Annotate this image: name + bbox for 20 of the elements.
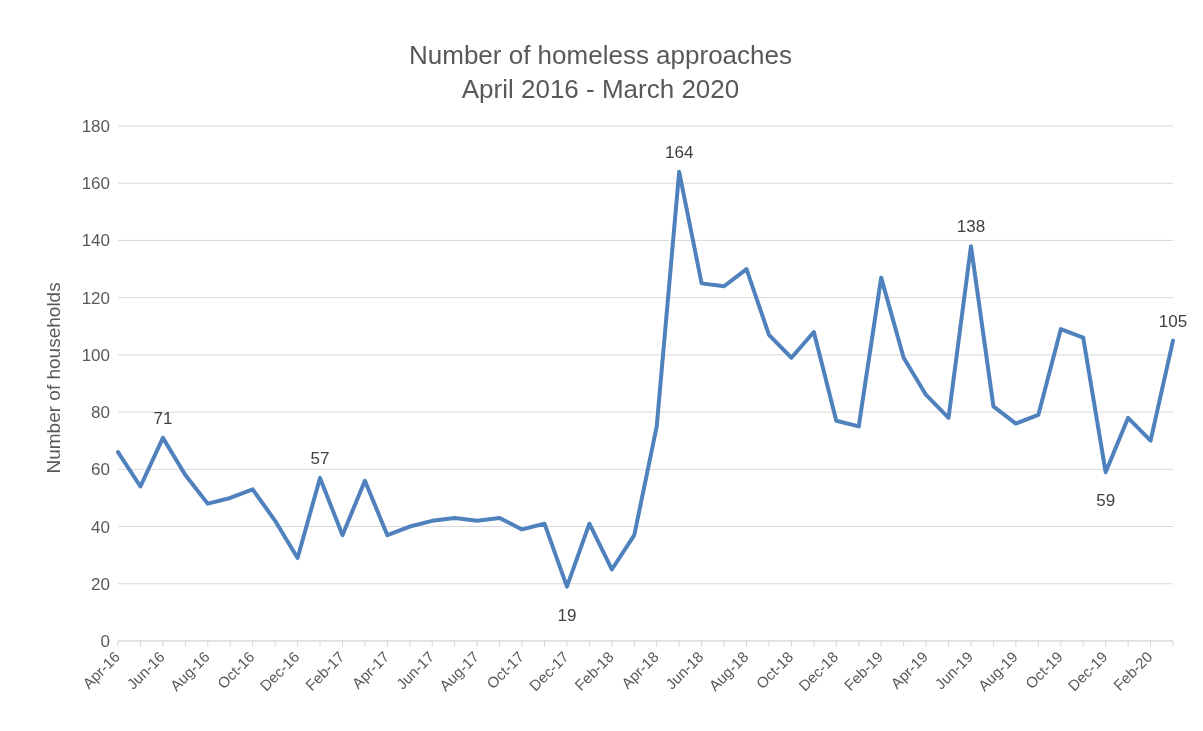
y-tick-label: 120 bbox=[81, 288, 110, 308]
y-tick-label: 20 bbox=[91, 574, 110, 594]
chart-subtitle: April 2016 - March 2020 bbox=[460, 73, 741, 106]
data-label: 19 bbox=[557, 605, 577, 625]
y-tick-label: 180 bbox=[81, 117, 110, 137]
y-tick-label: 140 bbox=[81, 231, 110, 251]
data-label: 57 bbox=[310, 448, 330, 468]
y-axis-title: Number of households bbox=[42, 282, 64, 474]
y-tick-label: 80 bbox=[91, 403, 110, 423]
y-tick-label: 40 bbox=[91, 517, 110, 537]
data-label: 71 bbox=[153, 408, 173, 428]
y-tick-label: 160 bbox=[81, 174, 110, 194]
y-tick-label: 100 bbox=[81, 345, 110, 365]
data-label: 138 bbox=[956, 217, 986, 237]
chart-title: Number of homeless approaches bbox=[408, 39, 793, 72]
y-tick-label: 0 bbox=[100, 632, 110, 652]
data-label: 59 bbox=[1096, 491, 1116, 511]
y-tick-label: 60 bbox=[91, 460, 110, 480]
data-label: 164 bbox=[664, 142, 694, 162]
data-label: 105 bbox=[1158, 311, 1188, 331]
